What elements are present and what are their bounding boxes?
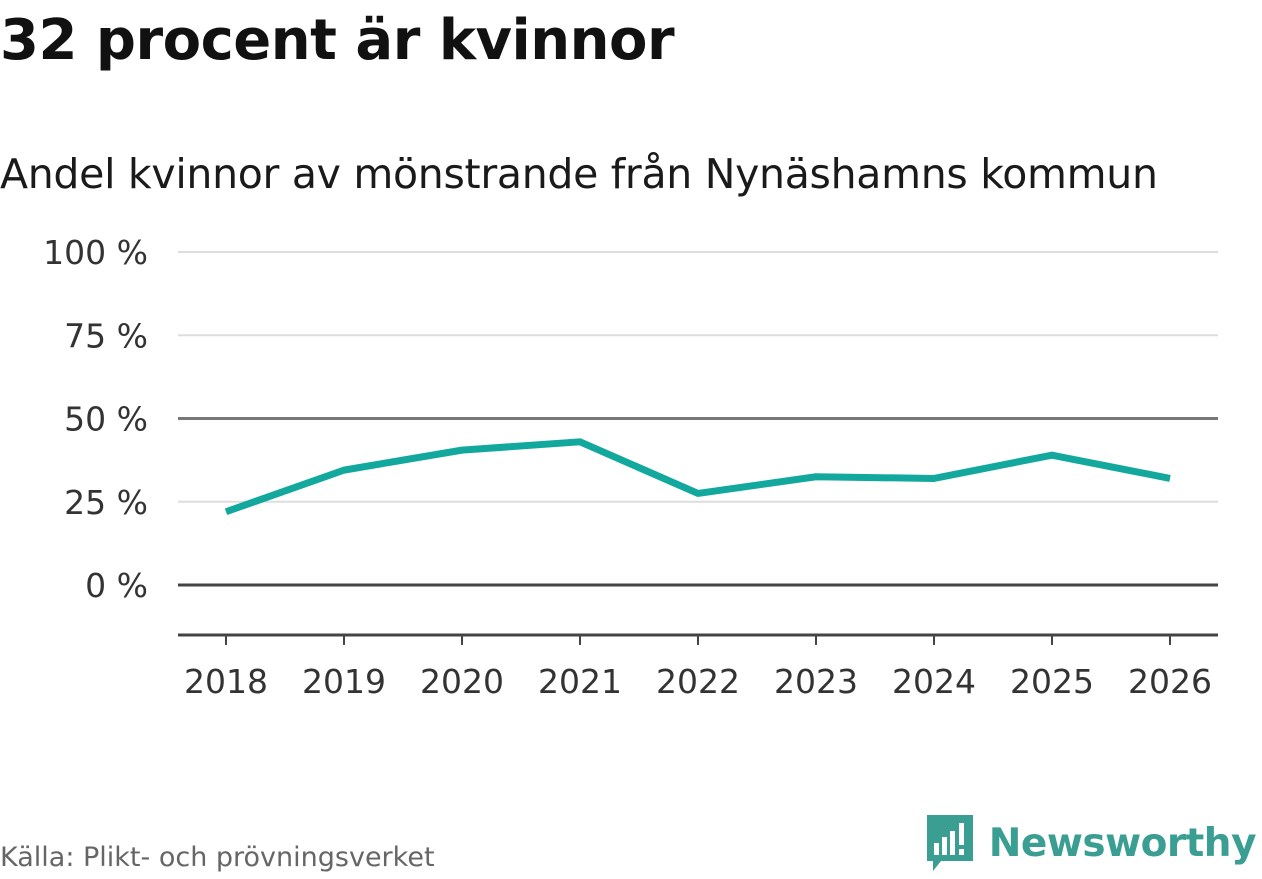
x-tick-label: 2022 bbox=[656, 662, 740, 701]
newsworthy-logo-text: Newsworthy bbox=[988, 820, 1257, 866]
x-tick-label: 2026 bbox=[1128, 662, 1212, 701]
y-tick-label: 0 % bbox=[85, 566, 148, 605]
line-chart: 0 % 25 % 50 % 75 % 100 % 2018 2019 2020 2021 202… bbox=[43, 233, 1218, 701]
y-tick-label: 50 % bbox=[64, 400, 148, 439]
x-tick-label: 2024 bbox=[892, 662, 976, 701]
x-tick-label: 2021 bbox=[538, 662, 622, 701]
newsworthy-logo-icon bbox=[926, 815, 973, 871]
y-tick-label: 100 % bbox=[43, 233, 148, 272]
chart-subtitle: Andel kvinnor av mönstrande från Nynäsha… bbox=[0, 150, 1158, 198]
y-tick-label: 25 % bbox=[64, 483, 148, 522]
x-tick-label: 2020 bbox=[420, 662, 504, 701]
x-tick-label: 2019 bbox=[302, 662, 386, 701]
x-axis: 2018 2019 2020 2021 2022 2023 2024 2025 2026 bbox=[178, 633, 1218, 701]
series bbox=[224, 438, 1171, 516]
y-tick-label: 75 % bbox=[64, 316, 148, 355]
x-tick-label: 2023 bbox=[774, 662, 858, 701]
x-tick-label: 2018 bbox=[184, 662, 268, 701]
gridlines bbox=[178, 251, 1218, 587]
y-axis-ticks: 0 % 25 % 50 % 75 % 100 % bbox=[43, 233, 148, 605]
newsworthy-logo: Newsworthy bbox=[925, 813, 1257, 873]
source-note: Källa: Plikt- och prövningsverket bbox=[0, 842, 435, 873]
chart-title: 32 procent är kvinnor bbox=[0, 8, 675, 73]
x-tick-label: 2025 bbox=[1010, 662, 1094, 701]
